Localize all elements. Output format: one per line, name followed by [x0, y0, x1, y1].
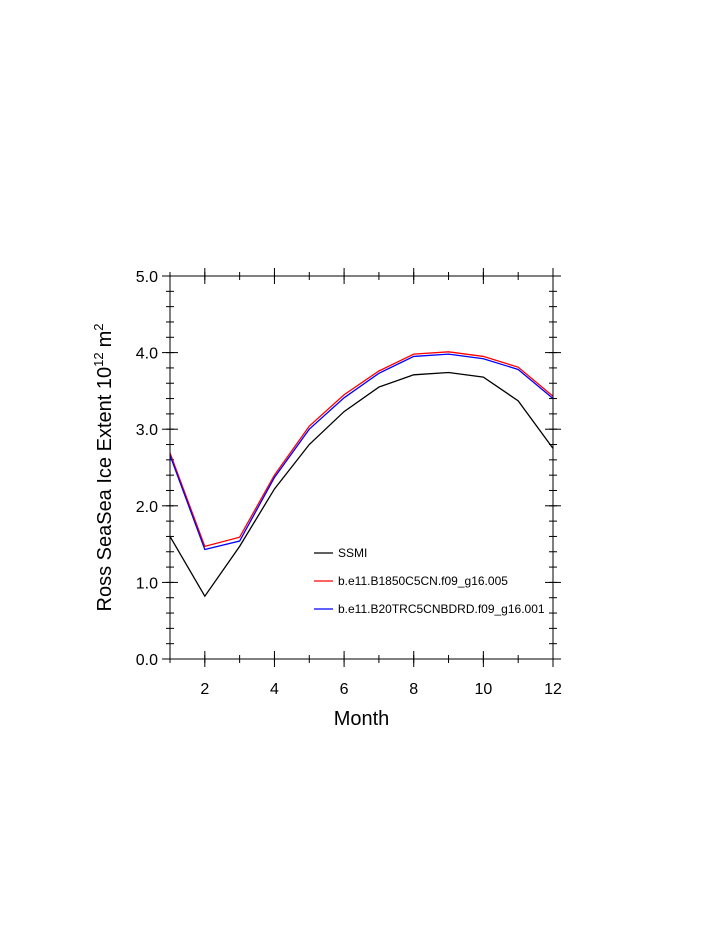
- y-tick-label: 0.0: [136, 652, 158, 669]
- legend-label: b.e11.B1850C5CN.f09_g16.005: [338, 574, 508, 588]
- y-axis-title-main: Ross SeaSea Ice Extent 10: [94, 367, 116, 612]
- plot-frame: [169, 275, 554, 660]
- series-line-b-e11-b20trc5cnbdrd-f09-g16-001: [169, 353, 554, 551]
- y-tick-label: 2.0: [136, 499, 158, 516]
- y-axis-title-unit: m: [94, 331, 116, 348]
- series-line-ssmi: [169, 371, 554, 598]
- x-tick-label: 12: [544, 681, 562, 698]
- series-line-b-e11-b1850c5cn-f09-g16-005: [169, 351, 554, 548]
- series-lines: [169, 351, 554, 598]
- x-tick-label: 2: [200, 681, 209, 698]
- x-tick-label: 6: [340, 681, 349, 698]
- x-tick-label: 8: [409, 681, 418, 698]
- y-axis-title-exponent: 12: [91, 352, 106, 366]
- y-tick-label: 3.0: [136, 422, 158, 439]
- legend-label: SSMI: [338, 546, 367, 560]
- y-axis-title: Ross SeaSea Ice Extent 1012 m2: [91, 324, 116, 612]
- legend-label: b.e11.B20TRC5CNBDRD.f09_g16.001: [338, 602, 545, 616]
- x-tick-label: 10: [474, 681, 492, 698]
- legend: SSMI b.e11.B1850C5CN.f09_g16.005 b.e11.B20…: [314, 546, 545, 616]
- y-tick-label: 1.0: [136, 575, 158, 592]
- tick-labels: 2 4 6 8 10 12 0.0 1.0 2.0 3.0 4.0 5.0: [136, 269, 562, 698]
- y-tick-label: 4.0: [136, 346, 158, 363]
- y-axis-title-unit-exponent: 2: [91, 324, 106, 331]
- x-axis-title: Month: [334, 708, 390, 730]
- x-tick-label: 4: [270, 681, 279, 698]
- y-tick-label: 5.0: [136, 269, 158, 286]
